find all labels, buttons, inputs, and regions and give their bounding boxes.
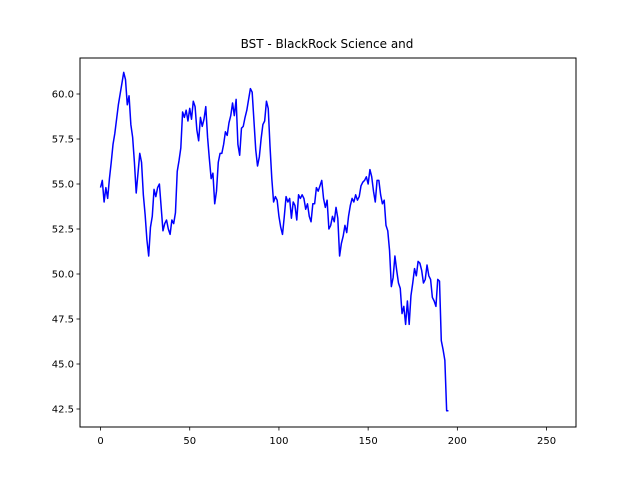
y-tick-label: 52.5 [52, 225, 74, 236]
x-tick-label: 250 [537, 436, 556, 447]
y-axis: 42.5 45.0 47.5 50.0 52.5 55.0 57.5 60.0 [52, 90, 80, 416]
y-tick-label: 45.0 [52, 360, 74, 371]
x-tick-label: 0 [97, 436, 103, 447]
y-tick-label: 47.5 [52, 315, 74, 326]
y-tick-label: 57.5 [52, 135, 74, 146]
series-layer [99, 71, 449, 412]
x-axis: 0 50 100 150 200 250 [97, 427, 556, 447]
y-tick-label: 50.0 [52, 270, 74, 281]
y-tick-label: 55.0 [52, 180, 74, 191]
x-tick-label: 150 [359, 436, 378, 447]
x-tick-label: 200 [448, 436, 467, 447]
y-tick-label: 60.0 [52, 90, 74, 101]
series-line-1 [99, 71, 449, 412]
x-tick-label: 100 [269, 436, 288, 447]
x-tick-label: 50 [183, 436, 196, 447]
y-tick-label: 42.5 [52, 405, 74, 416]
chart-title: BST - BlackRock Science and [241, 37, 414, 51]
plot-frame [79, 57, 577, 428]
